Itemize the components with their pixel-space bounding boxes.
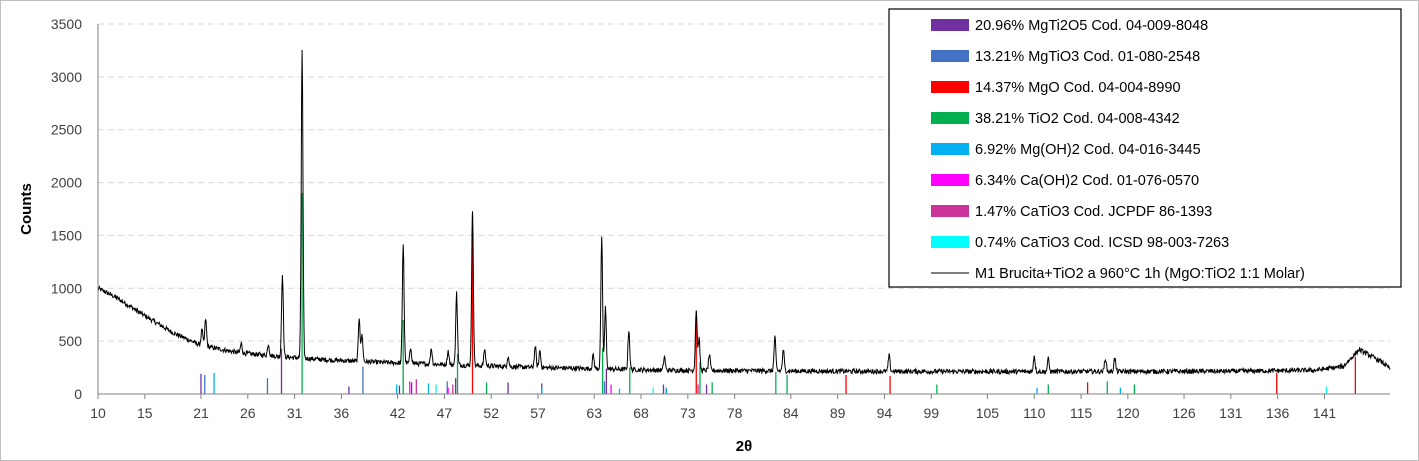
phase-group	[415, 379, 699, 394]
x-tick-label: 99	[923, 405, 939, 421]
x-tick-label: 136	[1266, 405, 1290, 421]
legend-swatch	[931, 143, 969, 155]
phase-group	[301, 193, 1136, 394]
legend-swatch	[931, 19, 969, 31]
x-tick-label: 68	[633, 405, 649, 421]
legend-swatch	[931, 112, 969, 124]
legend-entry: 13.21% MgTiO3 Cod. 01-080-2548	[975, 49, 1200, 65]
legend-series-entry: M1 Brucita+TiO2 a 960°C 1h (MgO:TiO2 1:1…	[975, 266, 1305, 282]
legend-entry: 20.96% MgTi2O5 Cod. 04-009-8048	[975, 18, 1208, 34]
legend-entry: 6.92% Mg(OH)2 Cod. 04-016-3445	[975, 142, 1201, 158]
y-tick-label: 0	[74, 386, 82, 402]
x-tick-label: 110	[1023, 405, 1046, 421]
x-tick-label: 52	[483, 405, 499, 421]
y-axis-title: Counts	[18, 183, 35, 235]
x-tick-label: 141	[1313, 405, 1337, 421]
y-tick-label: 2000	[51, 175, 82, 191]
grid-lines	[98, 23, 1390, 342]
x-tick-label: 105	[976, 405, 1000, 421]
x-tick-label: 31	[287, 405, 303, 421]
x-tick-label: 89	[830, 405, 846, 421]
axes	[97, 24, 1390, 399]
x-tick-label: 10	[90, 405, 106, 421]
series-layer	[97, 49, 1391, 376]
x-tick-label: 84	[783, 405, 799, 421]
y-tick-label: 500	[59, 333, 83, 349]
x-tick-label: 26	[240, 405, 256, 421]
legend-swatch	[931, 50, 969, 62]
legend-entry: 0.74% CaTiO3 Cod. ICSD 98-003-7263	[975, 235, 1229, 251]
x-tick-label: 21	[193, 405, 209, 421]
y-tick-label: 2500	[51, 122, 82, 138]
y-tick-label: 3000	[51, 69, 82, 85]
y-tick-label: 1000	[51, 280, 82, 296]
legend-box	[888, 8, 1402, 288]
phase-reference-lines	[200, 193, 1357, 394]
x-tick-label: 131	[1219, 405, 1243, 421]
x-tick-label: 120	[1116, 405, 1140, 421]
legend-swatch	[931, 81, 969, 93]
legend-entry: 38.21% TiO2 Cod. 04-008-4342	[975, 111, 1180, 127]
phase-group	[435, 384, 1327, 394]
y-tick-label: 1500	[51, 227, 82, 243]
legend: 20.96% MgTi2O5 Cod. 04-009-8048 13.21% Mg…	[888, 8, 1402, 288]
x-axis-title: 2θ	[736, 438, 752, 455]
legend-entry: 14.37% MgO Cod. 04-004-8990	[975, 80, 1181, 96]
phase-group	[409, 381, 612, 394]
legend-swatch	[931, 236, 969, 248]
x-tick-label: 63	[586, 405, 602, 421]
x-tick-label: 78	[727, 405, 743, 421]
x-tick-label: 15	[137, 405, 153, 421]
x-tick-label: 47	[437, 405, 453, 421]
phase-group	[471, 214, 1357, 394]
phase-group	[213, 372, 1122, 394]
y-tick-label: 3500	[51, 16, 82, 32]
x-tick-label: 73	[680, 405, 696, 421]
x-tick-label: 42	[390, 405, 406, 421]
x-tick-labels: 10 15 21 26 31 36 42 47 52 57 63 68 73 78 84 89 94 99 105 1…	[90, 405, 1336, 421]
x-tick-label: 94	[877, 405, 893, 421]
x-tick-label: 36	[334, 405, 350, 421]
legend-entry: 1.47% CaTiO3 Cod. JCPDF 86-1393	[975, 204, 1212, 220]
legend-swatch	[931, 174, 969, 186]
legend-swatch	[931, 205, 969, 217]
x-tick-label: 126	[1172, 405, 1196, 421]
x-tick-label: 115	[1070, 405, 1093, 421]
diffractogram-line	[97, 49, 1391, 376]
legend-entry: 6.34% Ca(OH)2 Cod. 01-076-0570	[975, 173, 1199, 189]
x-tick-label: 57	[530, 405, 546, 421]
y-tick-labels: 0 500 1000 1500 2000 2500 3000 3500	[51, 16, 82, 402]
